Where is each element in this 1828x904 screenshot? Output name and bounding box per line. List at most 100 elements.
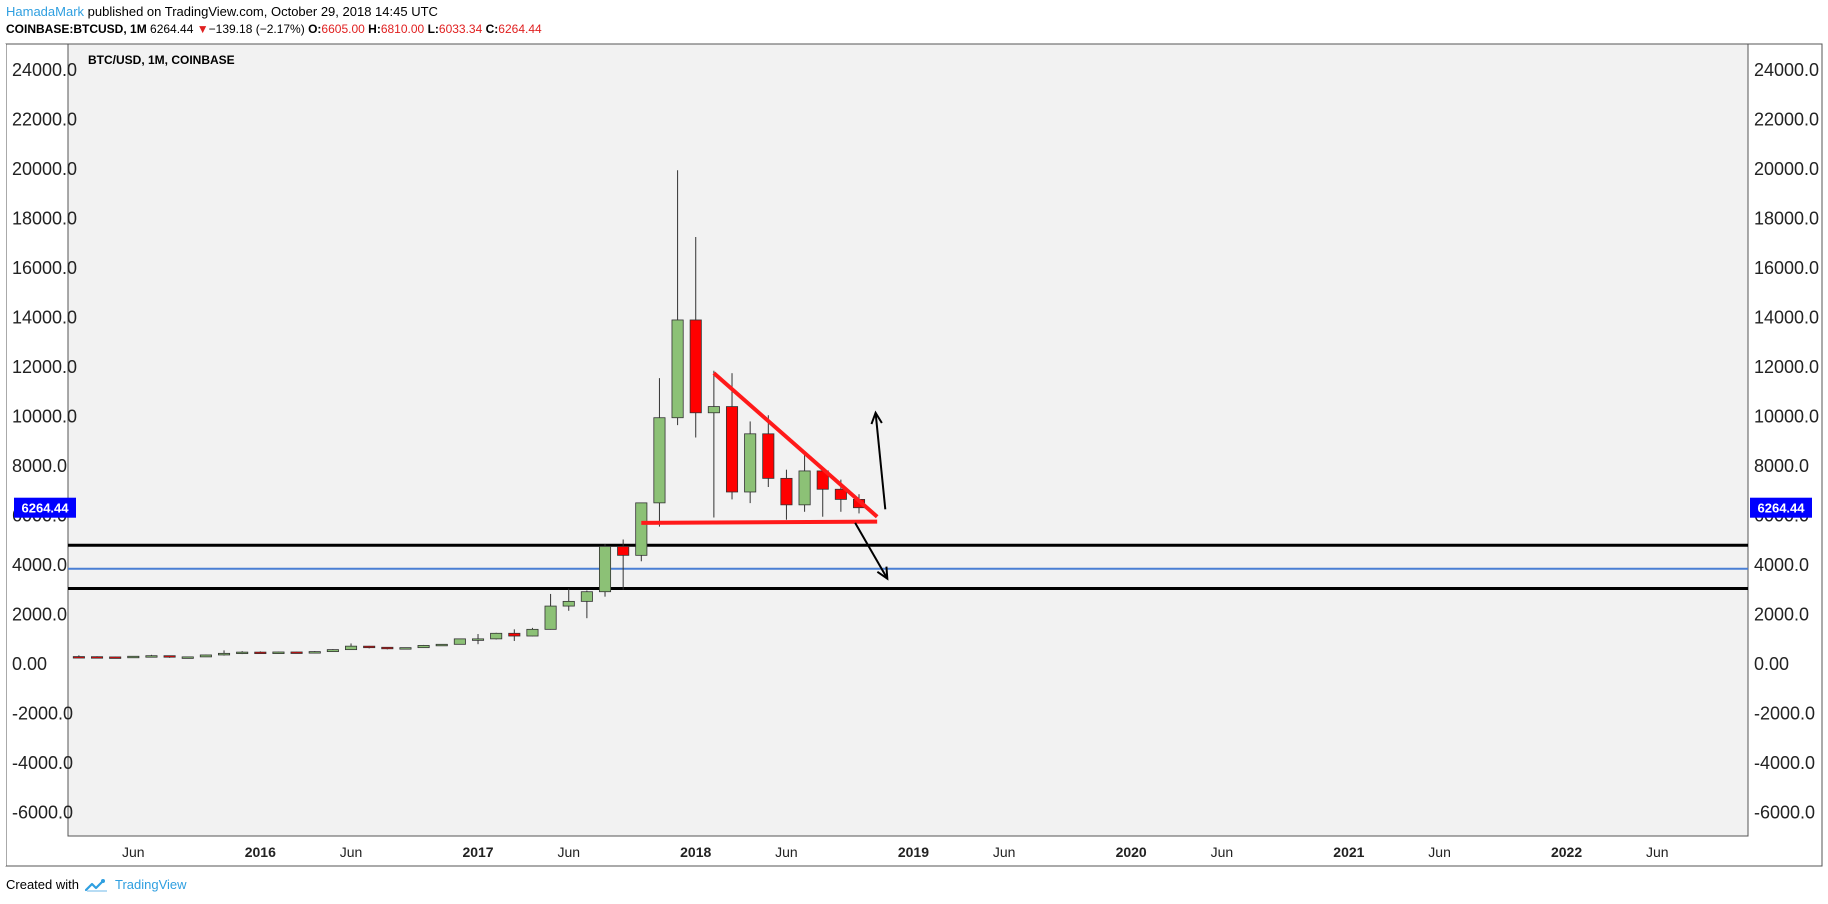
candle-up — [744, 433, 757, 493]
y-tick-label-right: 24000.0 — [1754, 60, 1819, 80]
candle-up — [236, 651, 249, 655]
open-value: 6605.00 — [321, 22, 365, 36]
candle-up — [544, 605, 557, 630]
y-tick-label-right: 10000.0 — [1754, 406, 1819, 426]
x-tick-label: Jun — [1211, 844, 1234, 860]
candle-up — [127, 655, 140, 659]
candle-down — [508, 632, 521, 637]
candle-up — [417, 645, 430, 649]
candle-down — [363, 645, 376, 649]
candle-down — [725, 406, 739, 493]
last-price-tag-right-text: 6264.44 — [1758, 501, 1806, 516]
price-change: −139.18 (−2.17%) — [208, 22, 305, 36]
arrow-head — [876, 566, 889, 581]
y-tick-label-left: 24000.0 — [12, 60, 77, 80]
y-tick-label-left: -6000.0 — [12, 802, 73, 822]
tradingview-brand-text: TradingView — [114, 877, 187, 892]
y-tick-label-left: 2000.0 — [12, 604, 67, 624]
high-label: H: — [368, 22, 381, 36]
candle-down — [689, 319, 702, 414]
close-label: C: — [485, 22, 499, 36]
y-tick-label-left: 16000.0 — [12, 258, 77, 278]
candle-up — [344, 645, 358, 651]
x-tick-label: 2017 — [462, 844, 493, 860]
y-tick-label-right: 0.00 — [1754, 654, 1789, 674]
candle-down — [762, 433, 775, 479]
candle-up — [218, 652, 231, 656]
candle-down — [834, 488, 847, 500]
candle-down — [780, 477, 793, 506]
candle-down — [163, 655, 176, 658]
candle-down — [254, 651, 267, 655]
low-value: 6033.34 — [438, 22, 483, 36]
candle-up — [199, 654, 212, 658]
x-tick-label: 2016 — [245, 844, 276, 860]
candle-up — [145, 655, 158, 658]
y-tick-label-left: -2000.0 — [12, 703, 73, 723]
y-tick-label-right: -4000.0 — [1754, 753, 1815, 773]
right-edge-mask — [1822, 44, 1828, 866]
x-tick-label: Jun — [1428, 844, 1451, 860]
breakdown-arrow — [854, 522, 889, 580]
y-tick-label-right: 14000.0 — [1754, 307, 1819, 327]
candle-down — [381, 646, 394, 650]
price-chart[interactable]: BTC/USD, 1M, COINBASE 24000.0 24000.0 22000… — [0, 0, 1828, 870]
arrow-head — [870, 410, 883, 425]
footer: Created with TradingView — [6, 877, 187, 892]
candle-up — [598, 546, 612, 593]
y-tick-label-left: 14000.0 — [12, 307, 77, 327]
candle-up — [653, 417, 666, 504]
y-tick-label-left: 4000.0 — [12, 555, 67, 575]
y-tick-label-right: 20000.0 — [1754, 159, 1819, 179]
last-price-tag-right — [1750, 497, 1812, 518]
last-price-tag-left — [14, 497, 76, 518]
candle-up — [635, 502, 648, 556]
x-tick-label: Jun — [122, 844, 145, 860]
author-link[interactable]: HamadaMark — [6, 4, 85, 19]
candle-up — [707, 406, 720, 414]
candle-up — [399, 647, 412, 650]
low-label: L: — [427, 22, 439, 36]
open-label: O: — [308, 22, 322, 36]
candle-up — [181, 656, 194, 659]
candle-down — [617, 546, 630, 556]
y-tick-label-right: 4000.0 — [1754, 555, 1809, 575]
y-tick-label-left: 12000.0 — [12, 357, 77, 377]
y-tick-label-right: 16000.0 — [1754, 258, 1819, 278]
candle-up — [471, 638, 485, 641]
candle-up — [490, 632, 503, 640]
x-tick-label: 2019 — [898, 844, 929, 860]
x-tick-label: 2020 — [1116, 844, 1147, 860]
candle-down — [72, 656, 85, 659]
x-tick-label: 2022 — [1551, 844, 1582, 860]
candle-down — [290, 651, 303, 654]
candle-up — [308, 651, 321, 654]
triangle-lower-trendline — [641, 519, 878, 525]
left-edge-mask — [1, 44, 6, 866]
ohlc-line: COINBASE:BTCUSD, 1M 6264.44 ▼−139.18 (−2… — [6, 22, 542, 36]
x-tick-label: Jun — [340, 844, 363, 860]
candle-down — [109, 656, 122, 659]
candle-up — [453, 638, 466, 645]
x-tick-label: 2018 — [680, 844, 711, 860]
triangle-upper-trendline — [712, 371, 879, 519]
y-tick-label-left: 20000.0 — [12, 159, 77, 179]
tradingview-link[interactable]: TradingView — [84, 877, 187, 892]
y-tick-label-left: -4000.0 — [12, 753, 73, 773]
x-tick-label: Jun — [1646, 844, 1669, 860]
y-tick-label-left: 18000.0 — [12, 208, 77, 228]
y-tick-label-right: -2000.0 — [1754, 703, 1815, 723]
candle-up — [671, 319, 684, 419]
y-tick-label-right: 8000.0 — [1754, 456, 1809, 476]
chart-title: BTC/USD, 1M, COINBASE — [88, 53, 235, 67]
y-tick-label-right: 2000.0 — [1754, 604, 1809, 624]
tradingview-logo-icon — [84, 878, 107, 892]
x-tick-label: Jun — [775, 844, 798, 860]
symbol-label: COINBASE:BTCUSD — [6, 22, 124, 36]
candle-up — [435, 643, 448, 647]
candle-up — [798, 470, 811, 506]
interval-label: 1M — [130, 22, 147, 36]
y-tick-label-left: 0.00 — [12, 654, 47, 674]
candle-up — [272, 651, 285, 654]
candle-up — [580, 591, 593, 602]
